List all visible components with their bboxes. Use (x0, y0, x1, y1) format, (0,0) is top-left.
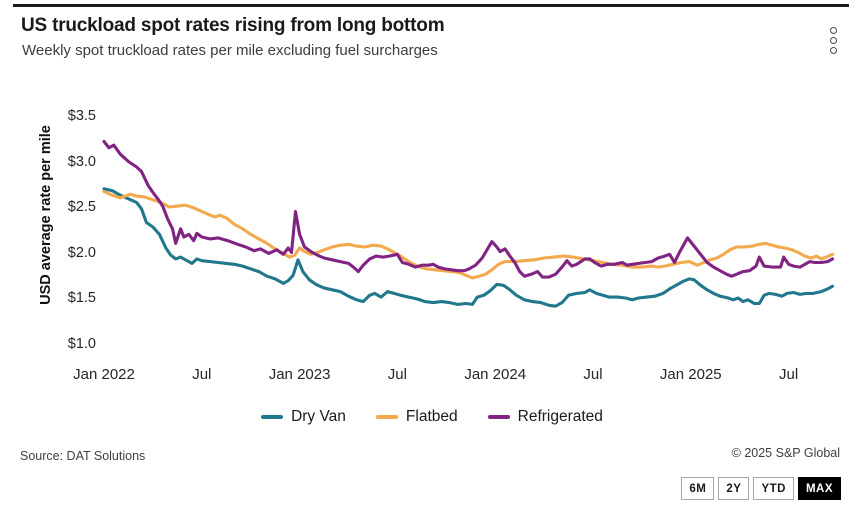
kebab-menu-icon (829, 26, 837, 34)
x-tick-label: Jul (779, 366, 799, 383)
range-selector: 6M 2Y YTD MAX (681, 477, 841, 500)
legend-item-flatbed[interactable]: Flatbed (375, 408, 458, 426)
y-tick-label: $2.5 (67, 199, 96, 215)
series-line-refrigerated (102, 139, 835, 279)
range-button-max[interactable]: MAX (797, 477, 841, 500)
series-line-flatbed (102, 189, 835, 280)
y-tick-label: $3.0 (67, 153, 96, 170)
range-button-ytd[interactable]: YTD (753, 477, 794, 500)
legend-label: Flatbed (405, 408, 458, 425)
more-options-button[interactable] (824, 25, 842, 55)
source-note: Source: DAT Solutions (20, 449, 146, 463)
legend-item-dry-van[interactable]: Dry Van (261, 408, 346, 426)
x-tick-label: Jan 2023 (268, 366, 331, 383)
series-line-dry-van (102, 187, 835, 308)
range-button-6m[interactable]: 6M (681, 477, 715, 500)
chart-subtitle: Weekly spot truckload rates per mile exc… (22, 42, 438, 59)
legend-swatch-icon (375, 415, 398, 419)
y-tick-label: $1.5 (67, 290, 96, 306)
range-button-2y[interactable]: 2Y (718, 477, 750, 500)
legend-label: Refrigerated (517, 408, 603, 425)
x-tick-label: Jul (387, 366, 407, 383)
x-tick-label: Jan 2025 (659, 366, 722, 383)
legend-swatch-icon (487, 415, 510, 419)
legend-swatch-icon (261, 415, 284, 419)
y-tick-label: $1.0 (67, 335, 96, 352)
x-tick-label: Jul (583, 366, 603, 383)
chart-title: US truckload spot rates rising from long… (21, 15, 445, 36)
legend-item-refrigerated[interactable]: Refrigerated (487, 408, 603, 426)
y-tick-label: $3.5 (67, 108, 96, 124)
kebab-menu-icon (829, 46, 837, 54)
y-tick-label: $2.0 (67, 244, 96, 261)
kebab-menu-icon (829, 36, 837, 44)
chart-legend: Dry Van Flatbed Refrigerated (0, 408, 864, 426)
x-tick-label: Jan 2024 (464, 366, 527, 383)
copyright-note: © 2025 S&P Global (731, 446, 840, 460)
x-tick-label: Jan 2022 (73, 366, 135, 383)
legend-label: Dry Van (291, 408, 346, 425)
header-rule (13, 4, 849, 7)
x-tick-label: Jul (192, 366, 212, 383)
